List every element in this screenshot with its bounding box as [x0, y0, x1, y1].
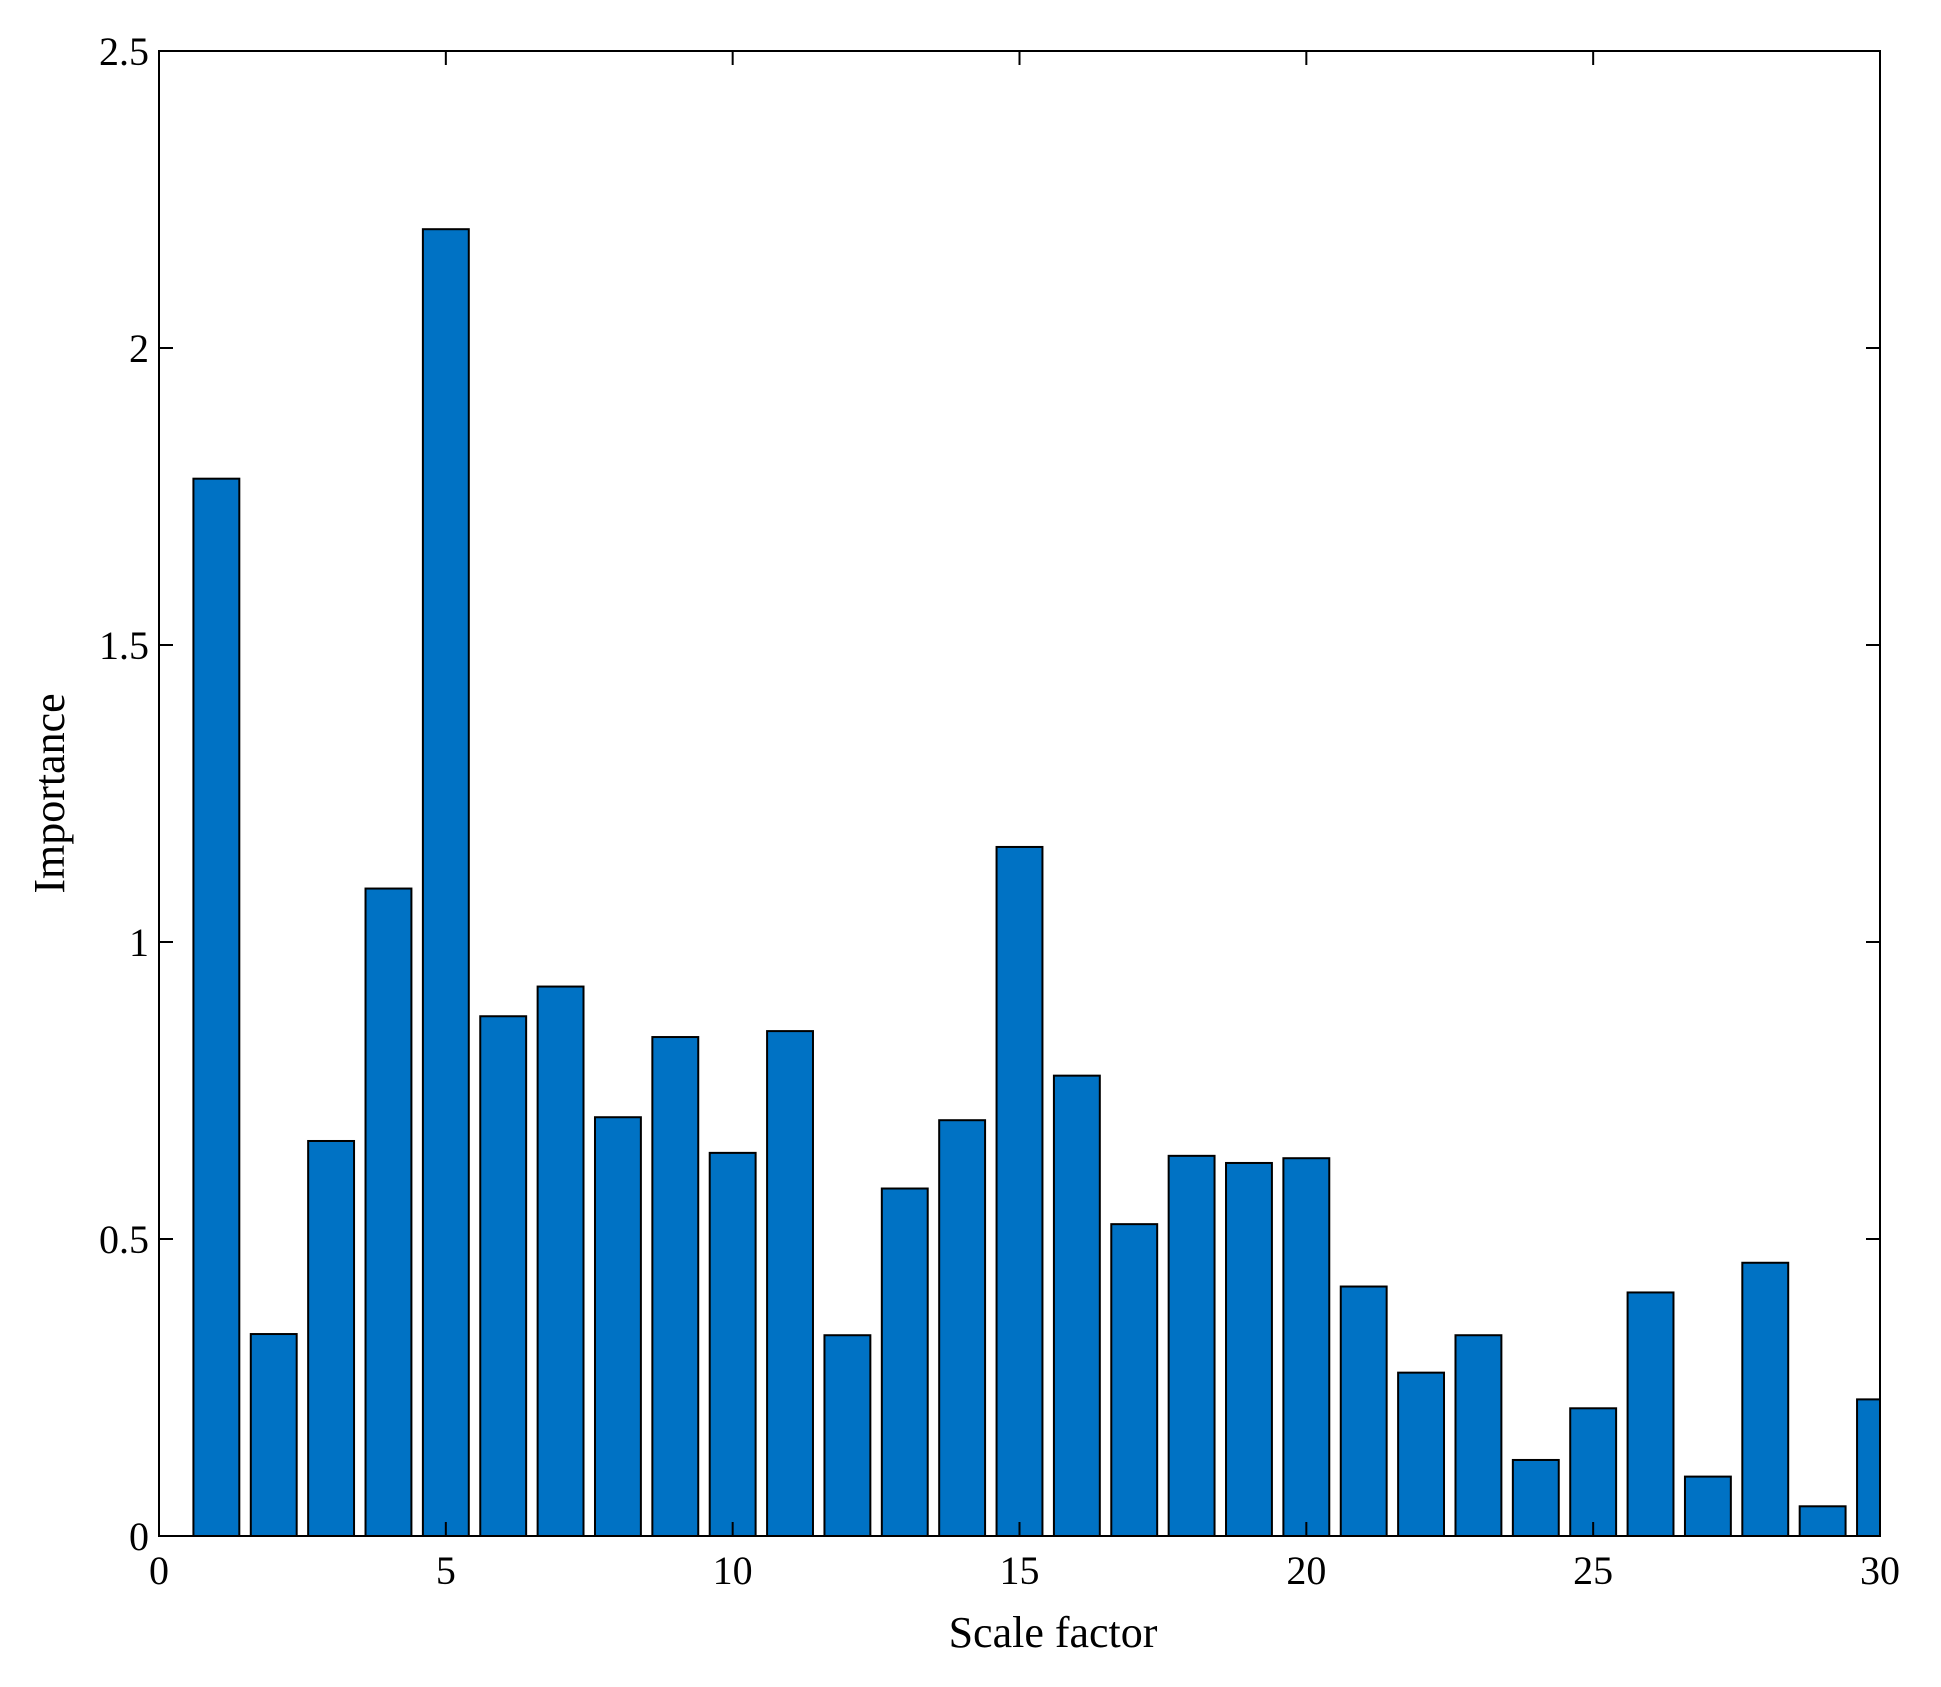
x-tick-label: 20: [1286, 1548, 1326, 1593]
bar-15: [995, 845, 1044, 1536]
bar-20: [1282, 1157, 1331, 1536]
bar-5: [421, 228, 470, 1536]
bar-26: [1626, 1291, 1675, 1536]
bars-group: [192, 228, 1880, 1536]
bar-28: [1741, 1261, 1790, 1536]
x-axis-label: Scale factor: [949, 1608, 1158, 1657]
y-tick-label: 0: [129, 1514, 149, 1559]
x-tick-label: 5: [436, 1548, 456, 1593]
bar-23: [1454, 1334, 1503, 1536]
y-tick-label: 1: [129, 920, 149, 965]
x-tick-label: 10: [713, 1548, 753, 1593]
bar-29: [1798, 1505, 1847, 1536]
y-tick-label: 0.5: [99, 1217, 149, 1262]
bar-2: [249, 1333, 298, 1536]
bar-13: [880, 1187, 929, 1536]
bar-25: [1569, 1407, 1618, 1536]
bar-8: [593, 1116, 642, 1536]
bar-27: [1683, 1475, 1732, 1536]
bar-30: [1856, 1398, 1880, 1536]
bar-10: [708, 1151, 757, 1536]
bar-14: [938, 1119, 987, 1536]
bar-19: [1225, 1161, 1273, 1536]
bar-21: [1339, 1285, 1388, 1536]
bar-12: [823, 1334, 872, 1536]
bar-7: [536, 985, 585, 1536]
y-tick-label: 1.5: [99, 623, 149, 668]
bar-22: [1397, 1371, 1446, 1536]
x-tick-label: 25: [1573, 1548, 1613, 1593]
bar-1: [192, 477, 241, 1536]
bar-16: [1052, 1074, 1101, 1536]
bar-3: [307, 1139, 356, 1536]
bar-9: [651, 1036, 700, 1536]
ticks-group: [158, 50, 1881, 1537]
bar-6: [479, 1015, 528, 1536]
y-tick-label: 2.5: [99, 29, 149, 74]
y-axis-label: Importance: [25, 693, 74, 893]
bar-24: [1511, 1458, 1560, 1536]
bar-17: [1110, 1223, 1159, 1536]
x-tick-label: 30: [1860, 1548, 1900, 1593]
tick-labels-group: 0 5 10 15 20 25 30 0 0.5 1 1.5 2 2.5: [99, 29, 1900, 1593]
bar-4: [364, 887, 413, 1536]
x-tick-label: 0: [149, 1548, 169, 1593]
y-tick-label: 2: [129, 326, 149, 371]
bar-11: [766, 1030, 814, 1536]
bar-18: [1167, 1154, 1216, 1536]
x-tick-label: 15: [1000, 1548, 1040, 1593]
